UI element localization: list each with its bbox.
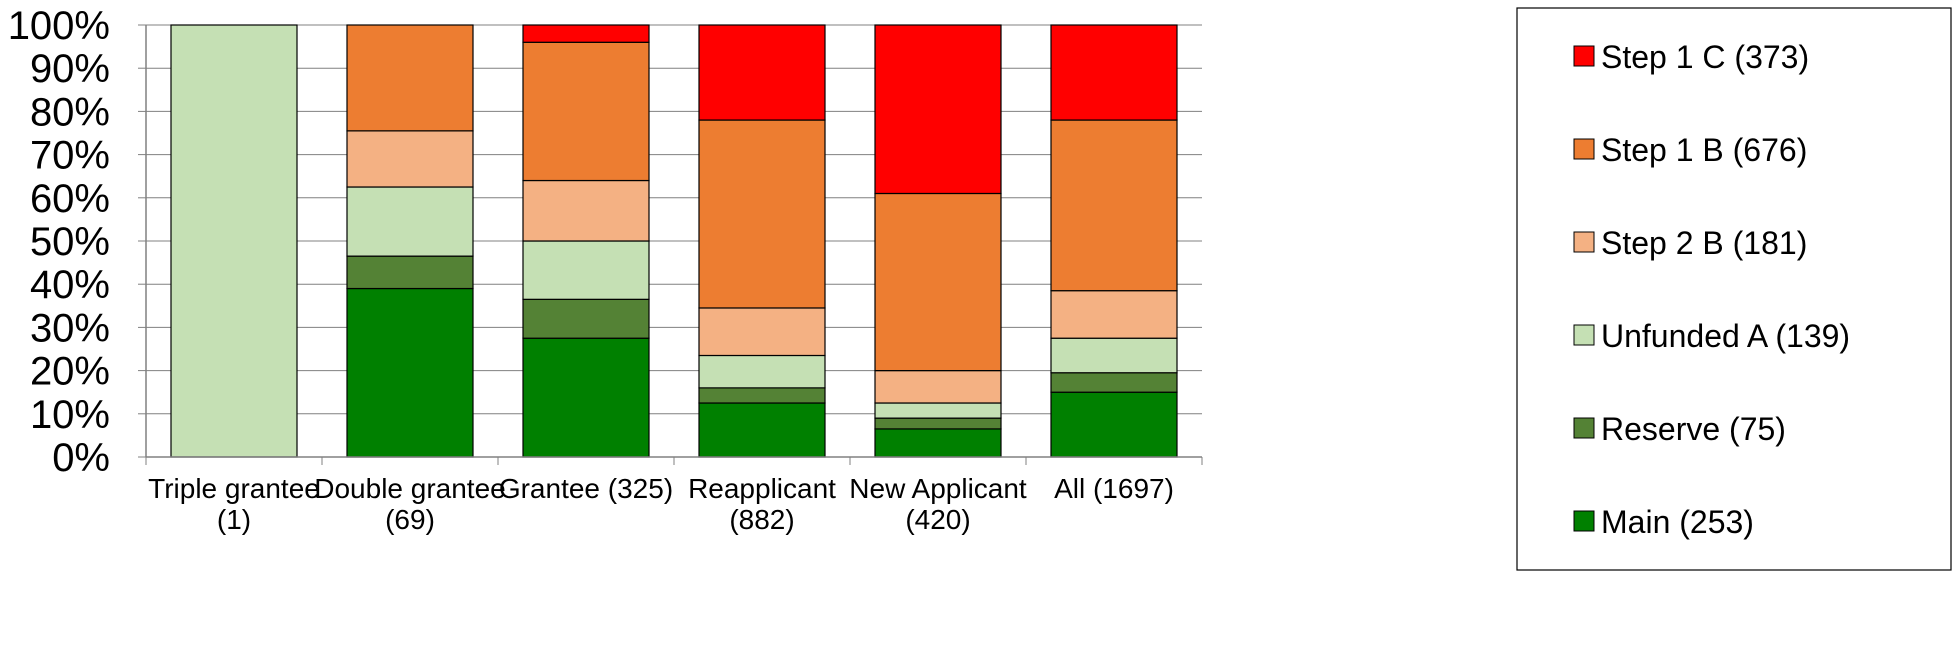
x-tick-label: (69): [385, 504, 435, 535]
x-tick-label: New Applicant: [849, 473, 1027, 504]
x-tick-label: Grantee (325): [499, 473, 673, 504]
bar-segment: [698, 402, 826, 458]
bar-segment: [1050, 372, 1178, 393]
bar-segment: [874, 370, 1002, 404]
y-tick-label: 70%: [30, 134, 110, 178]
bar-segment: [346, 287, 474, 458]
bar-segment: [522, 41, 650, 182]
y-tick-label: 80%: [30, 90, 110, 134]
y-tick-label: 40%: [30, 263, 110, 307]
y-tick-label: 90%: [30, 47, 110, 91]
bar-segment: [346, 24, 474, 132]
x-tick-label: (882): [729, 504, 794, 535]
x-tick-label: (1): [217, 504, 251, 535]
bar-segment: [346, 255, 474, 290]
bar-segment: [698, 387, 826, 404]
x-tick-label: Triple grantee: [148, 473, 320, 504]
legend-label: Step 1 C (373): [1601, 39, 1809, 75]
y-axis-tick-labels: 0%10%20%30%40%50%60%70%80%90%100%: [8, 4, 110, 480]
gridlines: [138, 24, 1202, 458]
legend-swatch: [1573, 417, 1595, 439]
x-tick-label: (420): [905, 504, 970, 535]
x-axis-tick-labels: Triple grantee(1) Double grantee(69) Grant…: [148, 473, 1174, 535]
bar-segment: [874, 428, 1002, 458]
legend-swatch: [1573, 138, 1595, 160]
bar-segment: [522, 298, 650, 339]
bar-segment: [1050, 391, 1178, 458]
legend-swatch: [1573, 510, 1595, 532]
legend-label: Unfunded A (139): [1601, 318, 1850, 354]
bar-segment: [698, 354, 826, 389]
bar-segment: [346, 130, 474, 188]
x-tick-label: All (1697): [1054, 473, 1174, 504]
y-tick-label: 100%: [8, 4, 110, 48]
bar-segment: [698, 119, 826, 309]
bar-segment: [522, 24, 650, 43]
bar-segment: [698, 24, 826, 121]
y-tick-label: 0%: [52, 436, 110, 480]
bar-segment: [346, 186, 474, 257]
y-tick-label: 10%: [30, 393, 110, 437]
legend: Step 1 C (373) Step 1 B (676) Step 2 B (18…: [1516, 7, 1952, 571]
y-tick-label: 20%: [30, 350, 110, 394]
bar-segment: [874, 402, 1002, 419]
bar-segment: [1050, 24, 1178, 121]
x-tick-label: Reapplicant: [688, 473, 836, 504]
axes: [145, 25, 1203, 465]
legend-label: Reserve (75): [1601, 411, 1786, 447]
bar-segment: [522, 179, 650, 242]
bar-segment: [522, 240, 650, 300]
legend-swatch: [1573, 45, 1595, 67]
bar-segment: [1050, 290, 1178, 339]
y-tick-label: 30%: [30, 306, 110, 350]
bar-segment: [1050, 337, 1178, 374]
bar-segment: [874, 417, 1002, 430]
y-tick-label: 50%: [30, 220, 110, 264]
legend-label: Step 2 B (181): [1601, 225, 1807, 261]
legend-swatch: [1573, 231, 1595, 253]
legend-box: [1516, 7, 1952, 571]
legend-swatch: [1573, 324, 1595, 346]
bars: [170, 24, 1178, 458]
y-tick-label: 60%: [30, 177, 110, 221]
bar-segment: [170, 24, 298, 458]
bar-segment: [874, 24, 1002, 195]
bar-segment: [874, 192, 1002, 372]
legend-label: Main (253): [1601, 504, 1754, 540]
legend-label: Step 1 B (676): [1601, 132, 1807, 168]
x-tick-label: Double grantee: [314, 473, 505, 504]
bar-segment: [698, 307, 826, 357]
bar-segment: [522, 337, 650, 458]
bar-segment: [1050, 119, 1178, 292]
